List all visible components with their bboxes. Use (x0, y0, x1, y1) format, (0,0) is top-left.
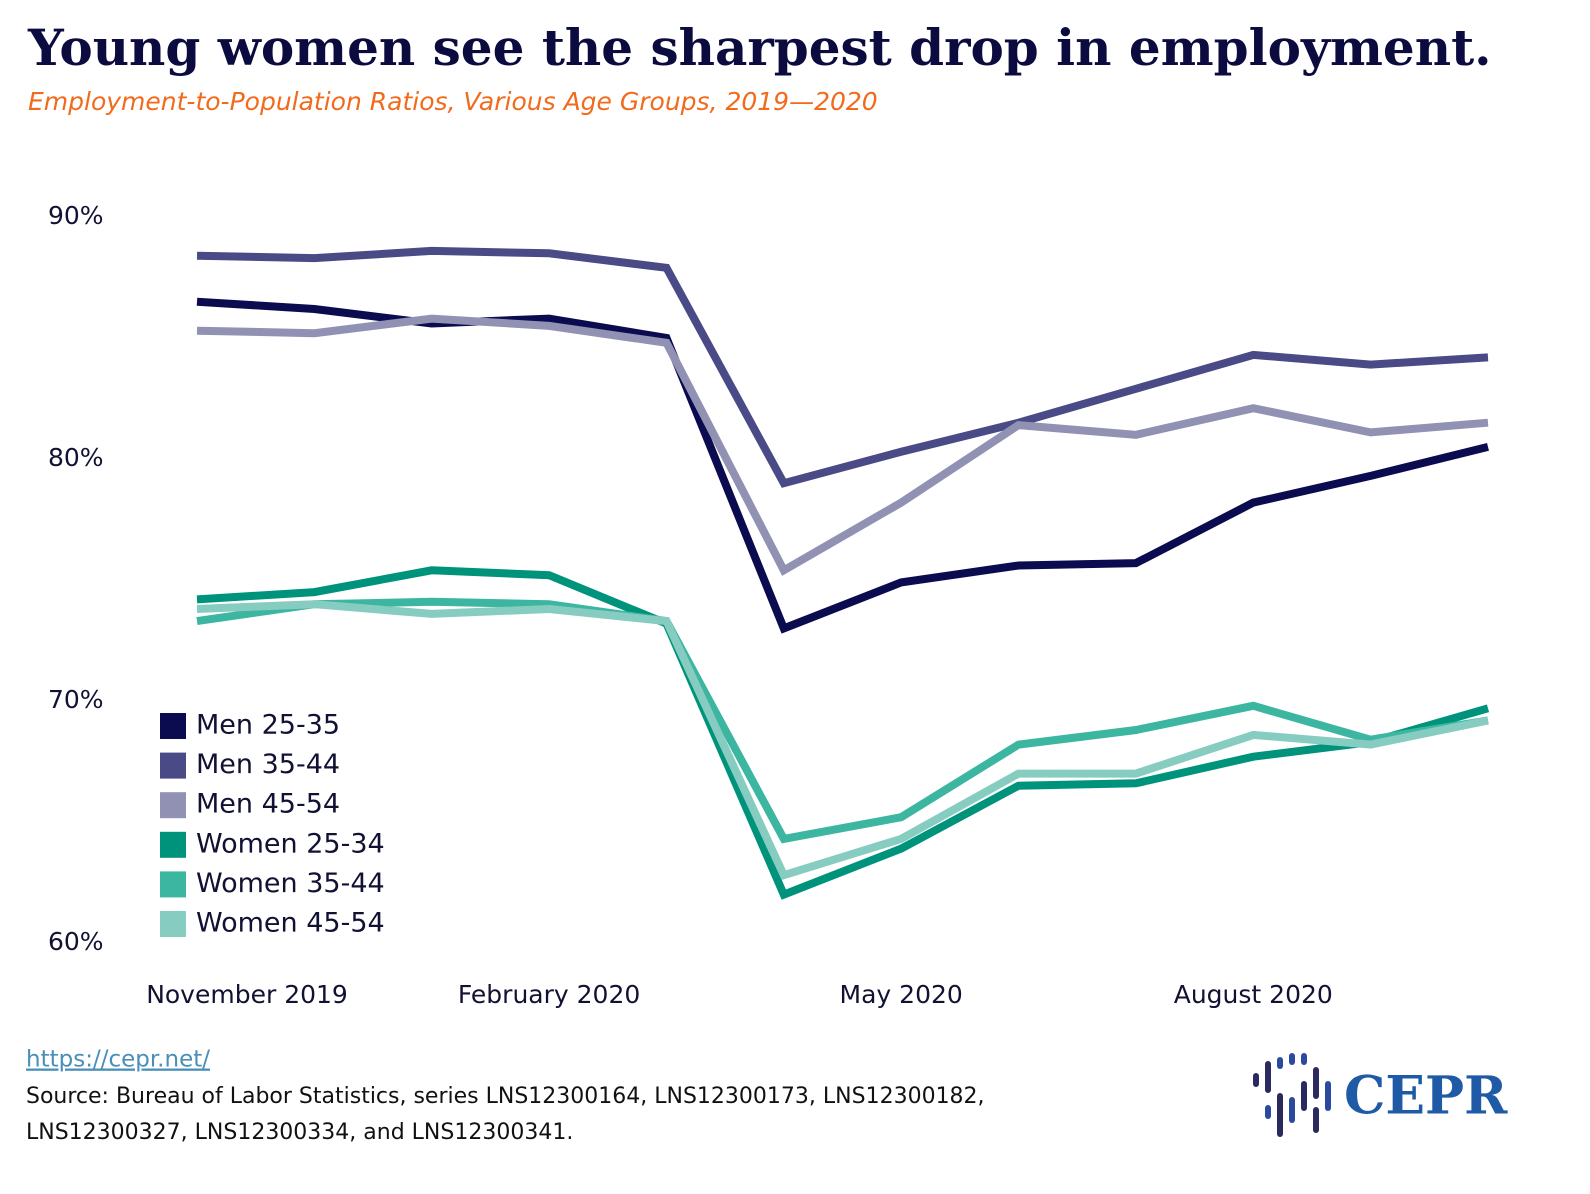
source-note: LNS12300327, LNS12300334, and LNS1230034… (26, 1120, 573, 1145)
y-tick-label: 60% (48, 927, 104, 956)
legend-swatch (160, 831, 186, 858)
series-line (196, 246, 1489, 488)
x-tick-label: August 2020 (1174, 980, 1333, 1009)
chart-title: Young women see the sharpest drop in emp… (27, 18, 1492, 77)
legend-label: Men 35-44 (196, 749, 340, 780)
legend-swatch (160, 752, 186, 779)
source-link[interactable]: https://cepr.net/ (26, 1047, 210, 1073)
legend-swatch (160, 871, 186, 898)
x-tick-label: November 2019 (146, 980, 348, 1009)
legend-swatch (160, 792, 186, 819)
y-tick-label: 70% (48, 685, 104, 714)
logo-icon (1253, 1053, 1331, 1137)
series-line (196, 600, 1489, 881)
x-tick-label: February 2020 (458, 980, 640, 1009)
legend-label: Men 45-54 (196, 789, 340, 820)
x-tick-label: May 2020 (840, 980, 963, 1009)
legend-label: Women 25-34 (196, 828, 385, 859)
series-line (196, 597, 1489, 844)
legend-label: Women 45-54 (196, 908, 385, 939)
y-tick-label: 90% (48, 201, 104, 230)
y-tick-label: 80% (48, 443, 104, 472)
series-line (196, 566, 1490, 900)
legend-swatch (160, 713, 186, 739)
source-note: Source: Bureau of Labor Statistics, seri… (26, 1084, 985, 1109)
logo-text: CEPR (1344, 1066, 1508, 1127)
chart-subtitle: Employment-to-Population Ratios, Various… (28, 87, 878, 116)
legend-swatch (160, 911, 186, 937)
legend-label: Men 25-35 (196, 710, 340, 741)
legend-label: Women 35-44 (196, 868, 385, 899)
series-line (196, 314, 1489, 576)
